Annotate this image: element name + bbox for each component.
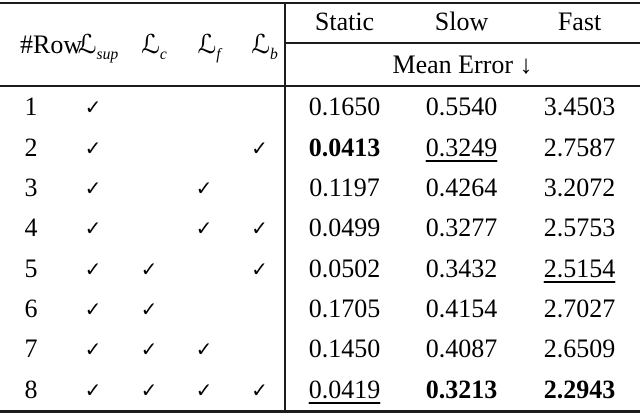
check-sup: ✓ xyxy=(84,337,102,362)
value-fast: 2.7027 xyxy=(543,294,616,324)
value-fast: 2.6509 xyxy=(543,334,616,364)
check-c: ✓ xyxy=(140,377,158,402)
check-sup: ✓ xyxy=(84,135,102,160)
column-header-fast: Fast xyxy=(557,7,602,36)
table-row: 2 ✓ ✓ 0.0413 0.3249 2.7587 xyxy=(0,127,640,167)
table-body: 1 ✓ 0.1650 0.5540 3.4503 2 ✓ ✓ 0.0413 0.… xyxy=(0,87,640,410)
value-fast: 3.4503 xyxy=(543,92,616,122)
check-b: ✓ xyxy=(251,135,268,160)
column-header-loss-c: ℒc xyxy=(141,29,167,63)
value-slow: 0.3249 xyxy=(425,132,498,162)
check-sup: ✓ xyxy=(84,175,102,200)
value-fast: 3.2072 xyxy=(543,172,616,202)
column-header-slow: Slow xyxy=(434,7,489,36)
row-number: 8 xyxy=(24,374,38,404)
table-row: 6 ✓ ✓ 0.1705 0.4154 2.7027 xyxy=(0,289,640,329)
table-row: 3 ✓ ✓ 0.1197 0.4264 3.2072 xyxy=(0,168,640,208)
check-b: ✓ xyxy=(251,256,268,281)
check-sup: ✓ xyxy=(84,256,102,281)
value-static: 0.1650 xyxy=(308,92,381,122)
table-row: 1 ✓ 0.1650 0.5540 3.4503 xyxy=(0,87,640,127)
column-header-loss-f: ℒf xyxy=(197,29,221,63)
metric-subheader-label: Mean Error ↓ xyxy=(392,49,533,79)
table-row: 4 ✓ ✓ ✓ 0.0499 0.3277 2.5753 xyxy=(0,208,640,248)
value-static: 0.0499 xyxy=(308,213,381,243)
value-slow: 0.4087 xyxy=(425,334,498,364)
right-header: Static Slow Fast xyxy=(285,2,640,42)
value-static: 0.0413 xyxy=(308,132,381,162)
value-fast: 2.5753 xyxy=(543,213,616,243)
row-number: 1 xyxy=(24,92,38,122)
row-number: 7 xyxy=(24,334,38,364)
check-b: ✓ xyxy=(251,377,268,402)
value-static: 0.0419 xyxy=(308,374,381,404)
check-sup: ✓ xyxy=(84,377,102,402)
value-fast: 2.7587 xyxy=(543,132,616,162)
value-static: 0.0502 xyxy=(308,253,381,283)
value-fast: 2.5154 xyxy=(543,253,616,283)
table-row: 8 ✓ ✓ ✓ ✓ 0.0419 0.3213 2.2943 xyxy=(0,370,640,410)
column-header-static: Static xyxy=(314,7,375,36)
row-number: 4 xyxy=(24,213,38,243)
value-static: 0.1197 xyxy=(309,172,380,202)
table-row: 7 ✓ ✓ ✓ 0.1450 0.4087 2.6509 xyxy=(0,329,640,369)
table-row: 5 ✓ ✓ ✓ 0.0502 0.3432 2.5154 xyxy=(0,249,640,289)
check-c: ✓ xyxy=(140,256,158,281)
value-slow: 0.4264 xyxy=(425,172,498,202)
check-f: ✓ xyxy=(195,175,213,200)
check-c: ✓ xyxy=(140,297,158,322)
metric-subheader: Mean Error ↓ xyxy=(285,44,640,85)
row-number: 3 xyxy=(24,172,38,202)
check-f: ✓ xyxy=(195,216,213,241)
check-sup: ✓ xyxy=(84,95,102,120)
check-b: ✓ xyxy=(251,216,268,241)
column-header-loss-b: ℒb xyxy=(251,29,278,63)
value-slow: 0.5540 xyxy=(425,92,498,122)
row-number: 2 xyxy=(24,132,38,162)
value-static: 0.1705 xyxy=(308,294,381,324)
vertical-divider-rule xyxy=(284,2,286,413)
check-f: ✓ xyxy=(195,337,213,362)
column-header-loss-sup: ℒsup xyxy=(77,29,119,63)
table-bottom-rule xyxy=(0,410,640,413)
value-static: 0.1450 xyxy=(308,334,381,364)
value-slow: 0.3432 xyxy=(425,253,498,283)
check-f: ✓ xyxy=(195,377,213,402)
left-header: #Row ℒsup ℒc ℒf ℒb xyxy=(0,4,285,85)
header-bottom-rule xyxy=(0,85,640,87)
check-c: ✓ xyxy=(140,337,158,362)
column-header-row: #Row xyxy=(20,29,83,59)
value-fast: 2.2943 xyxy=(543,374,616,404)
check-sup: ✓ xyxy=(84,216,102,241)
value-slow: 0.3277 xyxy=(425,213,498,243)
value-slow: 0.3213 xyxy=(425,374,498,404)
value-slow: 0.4154 xyxy=(425,294,498,324)
check-sup: ✓ xyxy=(84,297,102,322)
row-number: 6 xyxy=(24,294,38,324)
row-number: 5 xyxy=(24,253,38,283)
table-top-rule xyxy=(0,2,640,4)
header-mid-rule xyxy=(285,42,640,44)
